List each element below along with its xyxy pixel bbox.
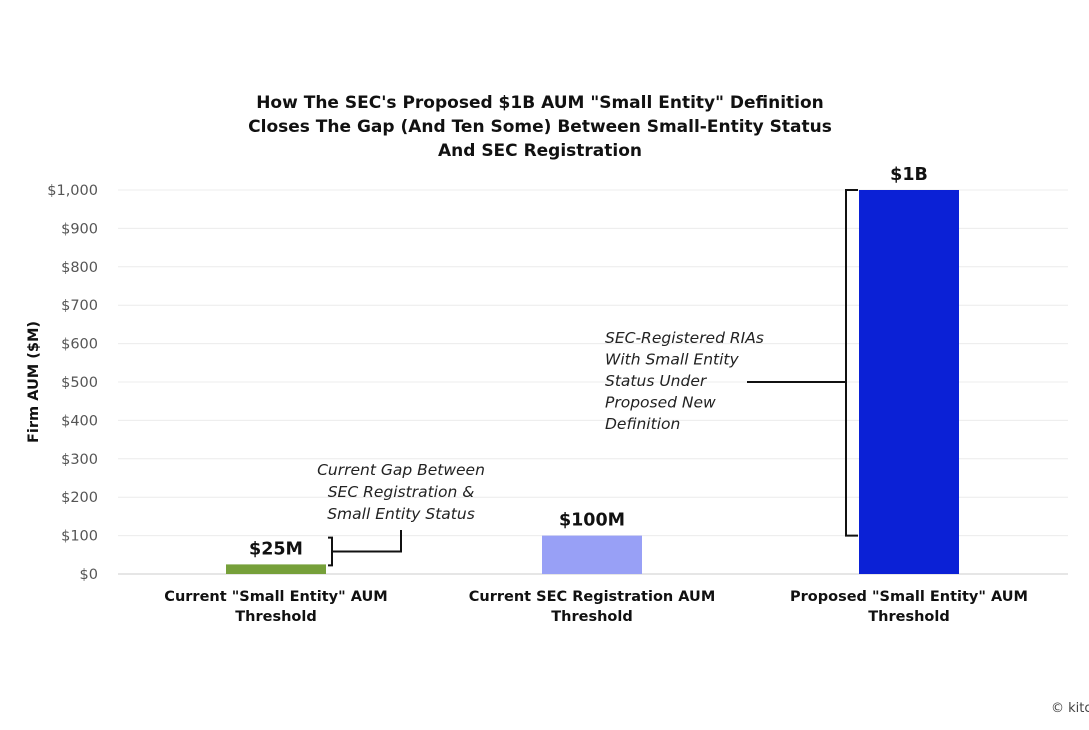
bar [542, 535, 642, 574]
y-tick-label: $800 [61, 260, 98, 276]
value-labels: $25M $100M $1B [249, 165, 928, 559]
chart-title-line-3: And SEC Registration [438, 141, 642, 161]
chart-title: How The SEC's Proposed $1B AUM "Small En… [248, 93, 832, 161]
y-axis-label: Firm AUM ($M) [26, 321, 42, 443]
y-tick-label: $0 [80, 567, 98, 583]
category-labels: Current "Small Entity" AUM Threshold Curre… [164, 589, 1028, 625]
bar [226, 564, 326, 574]
ria-annotation-text: Status Under [605, 372, 708, 390]
gap-annotation-text: Current Gap Between [317, 461, 485, 479]
gap-annotation-text: SEC Registration & [328, 483, 475, 501]
bar [859, 190, 959, 574]
chart-title-line-2: Closes The Gap (And Ten Some) Between Sm… [248, 117, 832, 137]
ria-annotation-text: SEC-Registered RIAs [605, 329, 764, 347]
y-tick-label: $1,000 [47, 183, 98, 199]
y-tick-label: $500 [61, 375, 98, 391]
bar-value-label: $25M [249, 539, 303, 559]
gap-connector-line [332, 530, 402, 553]
ria-annotation-text: With Small Entity [605, 351, 740, 369]
y-tick-label: $600 [61, 337, 98, 353]
y-tick-label: $400 [61, 413, 98, 429]
x-category-label: Current SEC Registration AUM [469, 589, 716, 605]
bar-value-label: $1B [890, 165, 928, 185]
x-category-label: Threshold [868, 609, 949, 625]
annotations: Current Gap Between SEC Registration & Sma… [317, 189, 858, 567]
gap-annotation-text: Small Entity Status [327, 505, 475, 523]
y-axis-ticks: $0 $100 $200 $300 $400 $500 $600 $700 $800 $900 $1… [47, 183, 98, 583]
x-category-label: Threshold [551, 609, 632, 625]
ria-annotation-text: Definition [605, 415, 680, 433]
x-category-label: Proposed "Small Entity" AUM [790, 589, 1028, 605]
y-tick-label: $700 [61, 298, 98, 314]
y-tick-label: $200 [61, 490, 98, 506]
x-category-label: Current "Small Entity" AUM [164, 589, 387, 605]
y-tick-label: $900 [61, 221, 98, 237]
chart-title-line-1: How The SEC's Proposed $1B AUM "Small En… [256, 93, 824, 113]
y-tick-label: $100 [61, 529, 98, 545]
ria-annotation-text: Proposed New [605, 394, 716, 412]
bar-value-label: $100M [559, 511, 625, 531]
gap-bracket [328, 536, 333, 567]
y-tick-label: $300 [61, 452, 98, 468]
bars [226, 190, 959, 574]
x-category-label: Threshold [235, 609, 316, 625]
ria-bracket [845, 189, 858, 537]
copyright-text: © kitc [1051, 701, 1089, 716]
